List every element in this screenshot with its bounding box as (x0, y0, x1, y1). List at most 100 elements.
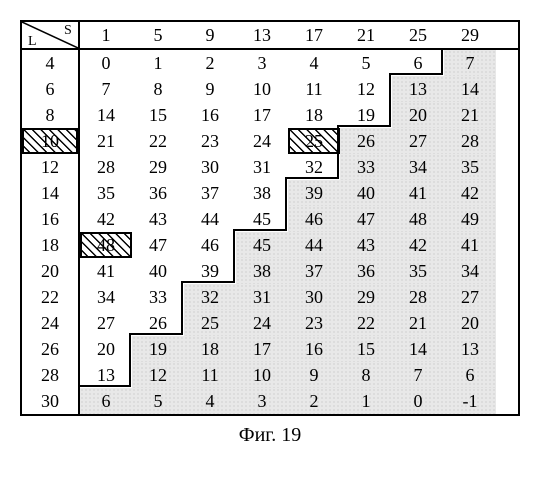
row-header: 28 (22, 362, 80, 388)
table-cell: 24 (236, 128, 288, 154)
table-cell: 36 (340, 258, 392, 284)
table-cell: 41 (444, 232, 496, 258)
table-cell: 37 (184, 180, 236, 206)
table-cell: 11 (184, 362, 236, 388)
table-cell: 15 (340, 336, 392, 362)
table-cell: 32 (184, 284, 236, 310)
col-header: 1 (80, 22, 132, 48)
table-row: 262019181716151413 (22, 336, 518, 362)
row-header: 20 (22, 258, 80, 284)
table-cell: 27 (444, 284, 496, 310)
table-row: 67891011121314 (22, 76, 518, 102)
table-cell: 8 (340, 362, 392, 388)
table-cell: 18 (288, 102, 340, 128)
table-cell: 20 (444, 310, 496, 336)
table-cell: 9 (288, 362, 340, 388)
table-cell: 21 (444, 102, 496, 128)
table-row: 28131211109876 (22, 362, 518, 388)
table-cell: 3 (236, 50, 288, 76)
svg-text:S: S (64, 23, 72, 38)
col-header: 29 (444, 22, 496, 48)
table-cell: 30 (288, 284, 340, 310)
row-header: 4 (22, 50, 80, 76)
table-cell: 14 (444, 76, 496, 102)
table-cell: 13 (392, 76, 444, 102)
table-cell: 20 (80, 336, 132, 362)
row-header: 14 (22, 180, 80, 206)
figure-caption: Фиг. 19 (20, 424, 520, 447)
table-cell: 27 (392, 128, 444, 154)
table-row: 401234567 (22, 50, 518, 76)
row-header: 16 (22, 206, 80, 232)
table-cell: 3 (236, 388, 288, 414)
table-cell: 42 (392, 232, 444, 258)
col-header: 25 (392, 22, 444, 48)
row-header: 8 (22, 102, 80, 128)
table-cell: 17 (236, 102, 288, 128)
table-cell: 9 (184, 76, 236, 102)
table-cell: 43 (340, 232, 392, 258)
table-cell: 47 (132, 232, 184, 258)
table-cell: 12 (132, 362, 184, 388)
table-cell: 1 (340, 388, 392, 414)
table-cell: 16 (288, 336, 340, 362)
table-cell: 18 (184, 336, 236, 362)
table-cell: 39 (184, 258, 236, 284)
figure-19: SL15913172125294012345676789101112131481… (20, 20, 520, 447)
table-cell: 45 (236, 232, 288, 258)
table-cell: 42 (80, 206, 132, 232)
table-cell: 34 (444, 258, 496, 284)
table-cell: 10 (236, 76, 288, 102)
table-cell: 38 (236, 258, 288, 284)
table-cell: 44 (184, 206, 236, 232)
table-row: 306543210-1 (22, 388, 518, 414)
table-cell: 40 (132, 258, 184, 284)
table-cell: 46 (288, 206, 340, 232)
table-cell: 23 (288, 310, 340, 336)
table-cell: 22 (340, 310, 392, 336)
header-row: SL1591317212529 (22, 22, 518, 50)
table-cell: 28 (392, 284, 444, 310)
table-cell: 34 (392, 154, 444, 180)
table-cell: 2 (288, 388, 340, 414)
table-cell: 35 (392, 258, 444, 284)
table-cell: 35 (444, 154, 496, 180)
table-cell: 26 (132, 310, 184, 336)
table-cell: 25 (184, 310, 236, 336)
table-cell: 16 (184, 102, 236, 128)
table-cell: 10 (236, 362, 288, 388)
table-cell: 14 (80, 102, 132, 128)
col-header: 13 (236, 22, 288, 48)
lookup-table: SL15913172125294012345676789101112131481… (20, 20, 520, 416)
table-cell: 4 (288, 50, 340, 76)
table-cell: 6 (80, 388, 132, 414)
table-cell: 19 (340, 102, 392, 128)
table-cell: 21 (392, 310, 444, 336)
col-header: 21 (340, 22, 392, 48)
table-cell: 6 (392, 50, 444, 76)
table-cell: 43 (132, 206, 184, 232)
table-row: 164243444546474849 (22, 206, 518, 232)
table-cell: 31 (236, 284, 288, 310)
row-header: 22 (22, 284, 80, 310)
table-cell: 23 (184, 128, 236, 154)
table-cell: 45 (236, 206, 288, 232)
table-cell: 47 (340, 206, 392, 232)
table-cell: 7 (444, 50, 496, 76)
table-cell: 28 (444, 128, 496, 154)
table-cell: 41 (392, 180, 444, 206)
table-cell: 27 (80, 310, 132, 336)
table-cell: 35 (80, 180, 132, 206)
svg-text:L: L (28, 34, 37, 48)
table-cell: 49 (444, 206, 496, 232)
row-header: 30 (22, 388, 80, 414)
table-cell: 44 (288, 232, 340, 258)
table-cell: 17 (236, 336, 288, 362)
table-cell: 19 (132, 336, 184, 362)
table-cell: 11 (288, 76, 340, 102)
row-header: 24 (22, 310, 80, 336)
table-cell: 2 (184, 50, 236, 76)
row-header: 18 (22, 232, 80, 258)
table-cell: 46 (184, 232, 236, 258)
table-cell: 14 (392, 336, 444, 362)
